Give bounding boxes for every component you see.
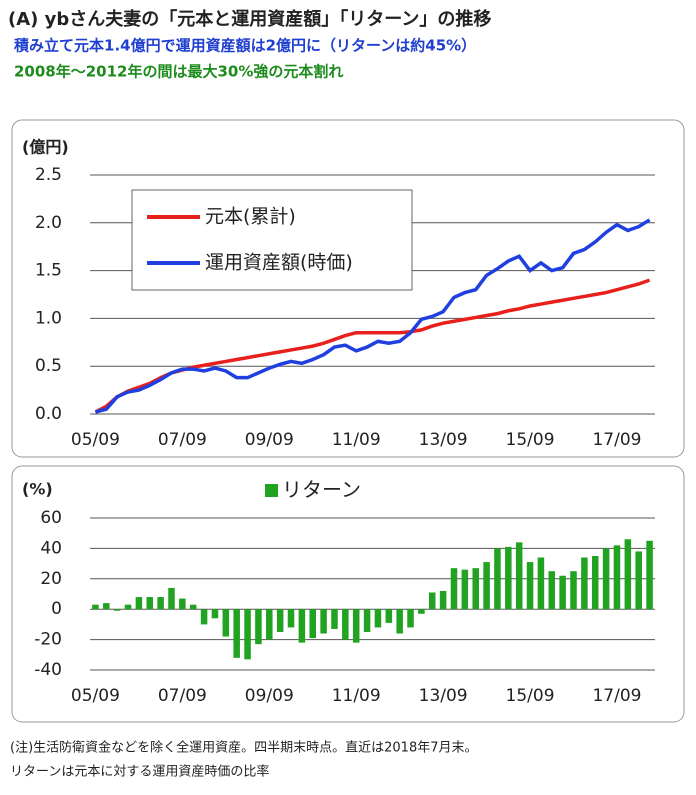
bar [233, 609, 240, 658]
bar [157, 597, 164, 610]
x-tick-label: 07/09 [158, 430, 207, 450]
bar [298, 609, 306, 643]
note: リターンは元本に対する運用資産時価の比率 [10, 764, 269, 780]
bar [581, 557, 588, 610]
legend-label: 元本(累計) [205, 206, 296, 228]
bar [92, 604, 99, 610]
x-tick-label: 11/09 [332, 686, 381, 706]
bar [244, 609, 251, 660]
bar [309, 609, 316, 639]
x-tick-label: 15/09 [506, 686, 555, 706]
bar [396, 609, 403, 634]
x-tick-label: 13/09 [419, 430, 468, 450]
bar [124, 604, 132, 610]
bar [342, 609, 349, 640]
bar [429, 592, 436, 610]
bar [200, 609, 208, 625]
legend-label: 運用資産額(時価) [205, 252, 353, 274]
bar [407, 609, 414, 628]
bar [287, 609, 295, 628]
bar [135, 597, 143, 610]
y-axis-label: (%) [22, 480, 53, 499]
bar [494, 548, 501, 610]
subtitle: 2008年～2012年の間は最大30%強の元本割れ [14, 63, 343, 81]
bar [505, 546, 512, 610]
bar [559, 575, 566, 610]
y-tick-label: 20 [40, 569, 62, 589]
bar [635, 551, 642, 610]
y-tick-label: 1.0 [35, 308, 62, 328]
y-tick-label: 1.5 [35, 261, 62, 281]
note: (注)生活防衛資金などを除く全運用資産。四半期末時点。直近は2018年7月末。 [10, 740, 478, 756]
x-tick-label: 07/09 [158, 686, 207, 706]
bar [189, 604, 197, 610]
bar [483, 562, 490, 610]
y-tick-label: 0.5 [35, 356, 62, 376]
x-tick-label: 17/09 [592, 686, 641, 706]
bar [591, 556, 599, 610]
y-tick-label: -40 [34, 660, 62, 680]
y-tick-label: 2.0 [35, 213, 62, 233]
bar [613, 545, 621, 610]
panel [11, 119, 685, 458]
x-tick-label: 09/09 [245, 430, 294, 450]
x-tick-label: 11/09 [332, 430, 381, 450]
x-tick-label: 13/09 [419, 686, 468, 706]
bar [146, 597, 154, 610]
bar [515, 542, 523, 610]
bar [526, 562, 534, 610]
bar [276, 609, 284, 632]
x-tick-label: 09/09 [245, 686, 294, 706]
bar [418, 609, 425, 614]
bar [320, 609, 327, 634]
legend-box [131, 189, 413, 291]
bar [439, 590, 447, 610]
bar [602, 548, 610, 610]
bar [450, 568, 458, 610]
x-tick-label: 05/09 [71, 430, 120, 450]
subtitle: 積み立て元本1.4億円で運用資産額は2億円に（リターンは約45%） [13, 37, 476, 55]
bar [363, 609, 371, 632]
bar [548, 571, 556, 610]
line [94, 218, 651, 414]
bar [211, 609, 219, 619]
bar [255, 609, 262, 645]
bar [570, 571, 577, 610]
bar [472, 568, 479, 610]
y-axis-label: (億円) [22, 138, 69, 157]
bar [461, 569, 469, 610]
y-tick-label: 0 [51, 599, 62, 619]
panel [11, 465, 685, 723]
bar [646, 540, 653, 610]
bar [537, 557, 545, 610]
bar [168, 587, 175, 610]
bar [113, 609, 121, 611]
y-tick-label: 60 [40, 508, 62, 528]
y-tick-label: 2.5 [35, 165, 62, 185]
bar [352, 609, 360, 643]
legend-swatch [265, 484, 278, 497]
bar [266, 609, 273, 640]
bar [103, 603, 110, 610]
x-tick-label: 15/09 [506, 430, 555, 450]
bar [331, 609, 338, 629]
y-tick-label: 0.0 [35, 404, 62, 424]
x-tick-label: 05/09 [71, 686, 120, 706]
y-tick-label: -20 [34, 630, 62, 650]
legend-label: リターン [282, 478, 361, 502]
y-tick-label: 40 [40, 538, 62, 558]
title: (A) ybさん夫妻の「元本と運用資産額」「リターン」の推移 [8, 8, 491, 30]
x-tick-label: 17/09 [592, 430, 641, 450]
bar [385, 609, 393, 623]
bar [624, 539, 632, 610]
bar [222, 609, 230, 637]
bar [374, 609, 382, 628]
bar [179, 598, 186, 610]
